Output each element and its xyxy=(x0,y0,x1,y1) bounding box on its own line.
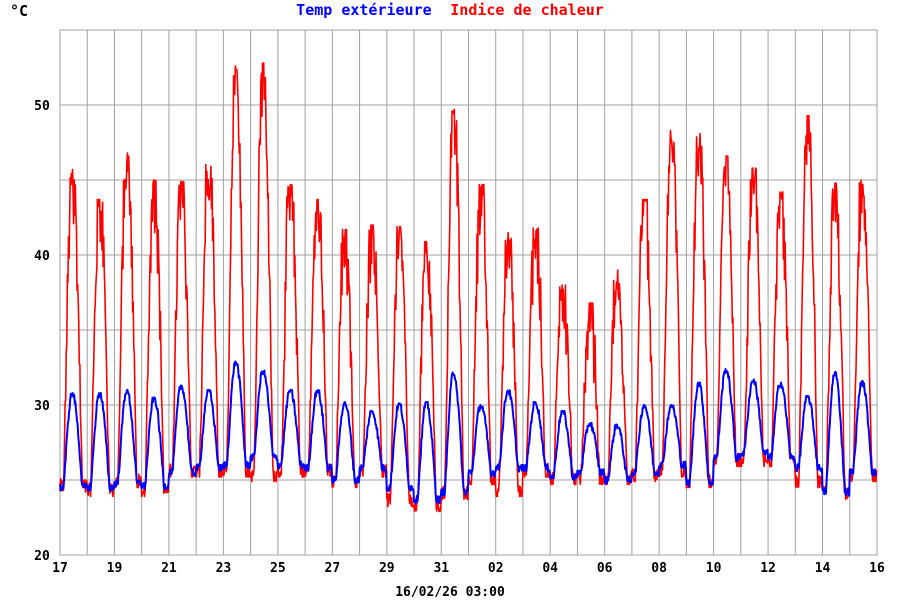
legend: Temp extérieure Indice de chaleur xyxy=(296,0,604,19)
x-tick-label: 25 xyxy=(270,561,286,576)
x-tick-label: 14 xyxy=(815,561,831,576)
x-tick-label: 17 xyxy=(52,561,68,576)
legend-entry-heat-index: Indice de chaleur xyxy=(450,1,604,19)
x-tick-label: 04 xyxy=(542,561,558,576)
legend-entry-temp: Temp extérieure xyxy=(296,1,431,19)
y-tick-label: 20 xyxy=(34,549,50,564)
y-tick-label: 50 xyxy=(34,99,50,114)
x-tick-label: 08 xyxy=(651,561,667,576)
x-tick-label: 27 xyxy=(325,561,341,576)
x-tick-label: 19 xyxy=(107,561,123,576)
x-tick-label: 21 xyxy=(161,561,177,576)
y-tick-label: 30 xyxy=(34,399,50,414)
x-tick-label: 31 xyxy=(433,561,449,576)
y-axis: 20 30 40 50 xyxy=(34,99,50,564)
y-tick-label: 40 xyxy=(34,249,50,264)
series-layer xyxy=(59,62,878,513)
plot-area xyxy=(59,29,878,556)
x-tick-label: 12 xyxy=(760,561,776,576)
x-tick-label: 06 xyxy=(597,561,613,576)
x-tick-label: 23 xyxy=(216,561,232,576)
x-tick-label: 29 xyxy=(379,561,395,576)
x-tick-label: 16 xyxy=(869,561,885,576)
timestamp-label: 16/02/26 03:00 xyxy=(395,585,505,600)
series-line-temperature xyxy=(59,360,878,505)
x-tick-label: 10 xyxy=(706,561,722,576)
unit-label: °C xyxy=(10,2,28,20)
x-tick-label: 02 xyxy=(488,561,504,576)
x-axis: 17 19 21 23 25 27 29 31 02 04 06 08 10 12 14 16 xyxy=(52,561,885,576)
